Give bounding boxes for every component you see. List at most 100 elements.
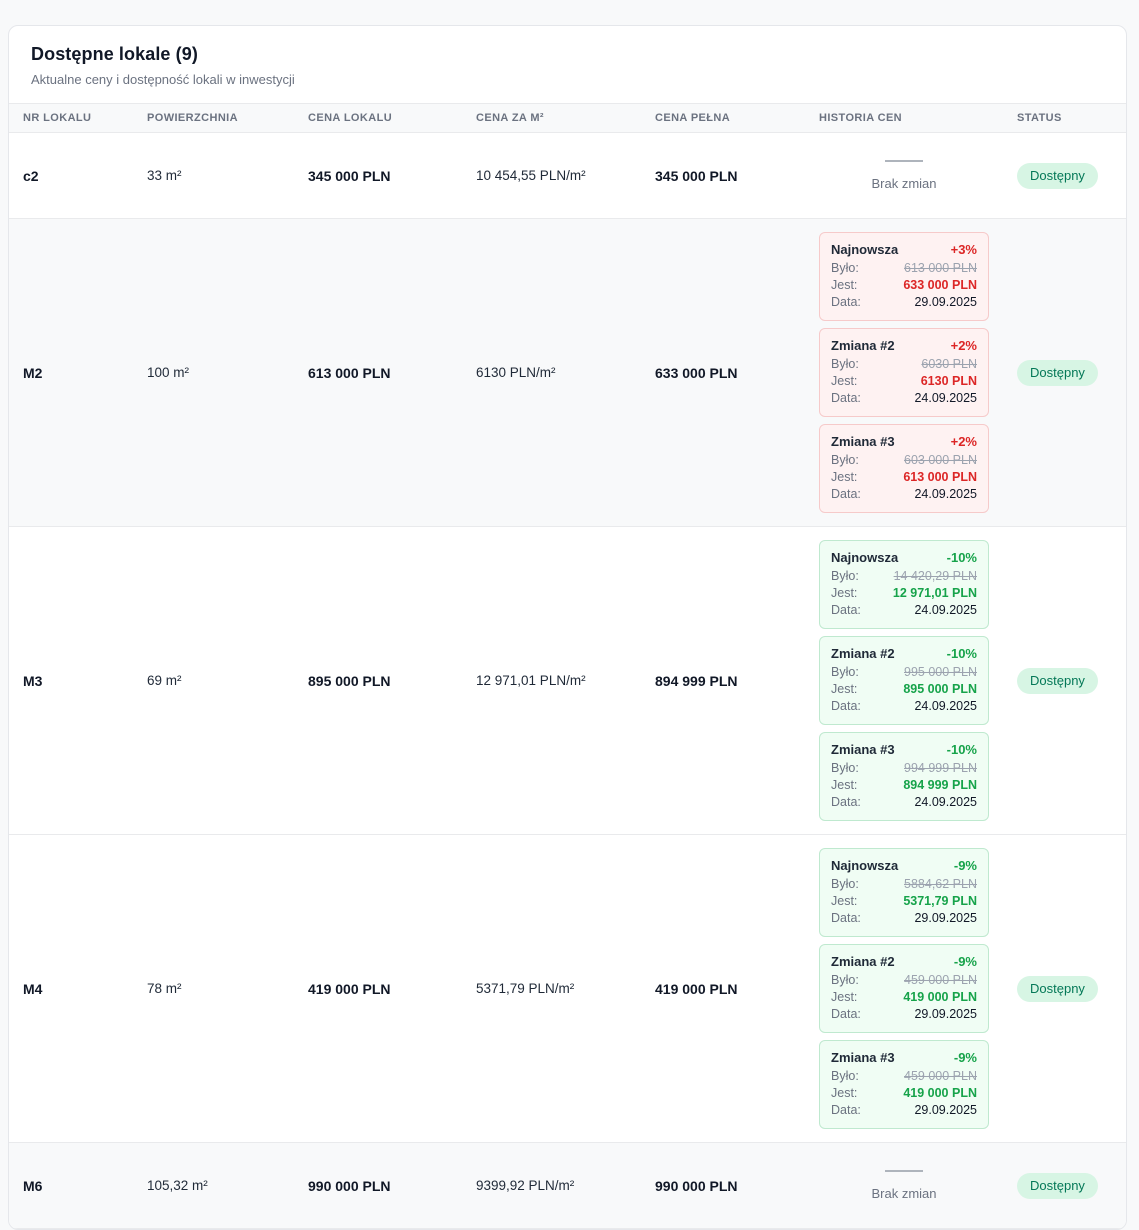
price-change-card: Zmiana #3 -9% Było: 459 000 PLN Jest: 41… xyxy=(819,1040,989,1129)
new-price-value: 419 000 PLN xyxy=(903,990,977,1004)
table-header: NR LOKALU POWIERZCHNIA CENA LOKALU CENA … xyxy=(9,103,1126,133)
new-price-value: 6130 PLN xyxy=(920,374,977,388)
price-change-card: Najnowsza +3% Było: 613 000 PLN Jest: 63… xyxy=(819,232,989,321)
column-header-cena-pelna: CENA PEŁNA xyxy=(641,103,805,133)
cell-area: 33 m² xyxy=(147,168,182,183)
is-label: Jest: xyxy=(831,586,858,600)
old-price-value: 459 000 PLN xyxy=(904,973,977,987)
date-label: Data: xyxy=(831,487,861,501)
no-change-label: Brak zmian xyxy=(871,1186,937,1201)
cell-area: 69 m² xyxy=(147,673,182,688)
was-label: Było: xyxy=(831,453,859,467)
price-change-card: Zmiana #2 -9% Było: 459 000 PLN Jest: 41… xyxy=(819,944,989,1033)
was-label: Było: xyxy=(831,761,859,775)
price-history-cell: Najnowsza +3% Było: 613 000 PLN Jest: 63… xyxy=(819,232,989,513)
was-label: Było: xyxy=(831,357,859,371)
column-header-cena-lokalu: CENA LOKALU xyxy=(294,103,462,133)
cell-unit-number: c2 xyxy=(23,167,39,184)
price-change-card: Zmiana #2 +2% Było: 6030 PLN Jest: 6130 … xyxy=(819,328,989,417)
date-label: Data: xyxy=(831,1103,861,1117)
was-label: Było: xyxy=(831,261,859,275)
old-price-value: 5884,62 PLN xyxy=(904,877,977,891)
price-change-card: Zmiana #2 -10% Było: 995 000 PLN Jest: 8… xyxy=(819,636,989,725)
cell-unit-price: 613 000 PLN xyxy=(308,364,391,381)
cell-full-price: 345 000 PLN xyxy=(655,167,738,184)
price-history-cell: Najnowsza -10% Było: 14 420,29 PLN Jest:… xyxy=(819,540,989,821)
change-date-value: 24.09.2025 xyxy=(914,795,977,809)
price-change-percent: -9% xyxy=(953,858,977,873)
was-label: Było: xyxy=(831,1069,859,1083)
price-change-percent: -10% xyxy=(946,550,977,565)
is-label: Jest: xyxy=(831,778,858,792)
cell-unit-price: 419 000 PLN xyxy=(308,980,391,997)
table-row: M4 78 m² 419 000 PLN 5371,79 PLN/m² 419 … xyxy=(9,834,1126,1143)
change-date-value: 24.09.2025 xyxy=(914,391,977,405)
price-change-label: Zmiana #2 xyxy=(831,338,895,353)
cell-full-price: 894 999 PLN xyxy=(655,672,738,689)
price-change-percent: +2% xyxy=(950,338,977,353)
old-price-value: 613 000 PLN xyxy=(904,261,977,275)
date-label: Data: xyxy=(831,795,861,809)
old-price-value: 14 420,29 PLN xyxy=(893,569,977,583)
is-label: Jest: xyxy=(831,470,858,484)
column-header-historia-cen: HISTORIA CEN xyxy=(805,103,1003,133)
new-price-value: 12 971,01 PLN xyxy=(892,586,977,600)
new-price-value: 633 000 PLN xyxy=(903,278,977,292)
no-change-dash-icon xyxy=(885,160,923,162)
was-label: Było: xyxy=(831,569,859,583)
status-badge: Dostępny xyxy=(1017,359,1098,386)
price-change-label: Zmiana #3 xyxy=(831,1050,895,1065)
cell-unit-price: 895 000 PLN xyxy=(308,672,391,689)
date-label: Data: xyxy=(831,911,861,925)
new-price-value: 5371,79 PLN xyxy=(903,894,977,908)
price-change-label: Zmiana #2 xyxy=(831,646,895,661)
change-date-value: 29.09.2025 xyxy=(914,295,977,309)
is-label: Jest: xyxy=(831,278,858,292)
no-change-dash-icon xyxy=(885,1170,923,1172)
price-change-percent: -10% xyxy=(946,742,977,757)
lokale-table: NR LOKALU POWIERZCHNIA CENA LOKALU CENA … xyxy=(9,103,1126,1229)
price-change-percent: -9% xyxy=(953,1050,977,1065)
column-header-cena-za-m2: CENA ZA M² xyxy=(462,103,641,133)
cell-price-per-m2: 10 454,55 PLN/m² xyxy=(476,168,586,183)
price-change-percent: +2% xyxy=(950,434,977,449)
price-history-cell: Najnowsza -9% Było: 5884,62 PLN Jest: 53… xyxy=(819,848,989,1129)
date-label: Data: xyxy=(831,603,861,617)
date-label: Data: xyxy=(831,391,861,405)
price-change-label: Najnowsza xyxy=(831,242,899,257)
change-date-value: 24.09.2025 xyxy=(914,603,977,617)
old-price-value: 995 000 PLN xyxy=(904,665,977,679)
page-title: Dostępne lokale (9) xyxy=(31,44,198,64)
new-price-value: 419 000 PLN xyxy=(903,1086,977,1100)
page-subtitle: Aktualne ceny i dostępność lokali w inwe… xyxy=(31,72,295,87)
price-change-card: Najnowsza -10% Było: 14 420,29 PLN Jest:… xyxy=(819,540,989,629)
cell-full-price: 419 000 PLN xyxy=(655,980,738,997)
column-header-status: STATUS xyxy=(1003,103,1126,133)
change-date-value: 29.09.2025 xyxy=(914,911,977,925)
old-price-value: 603 000 PLN xyxy=(904,453,977,467)
cell-area: 78 m² xyxy=(147,981,182,996)
cell-unit-number: M3 xyxy=(23,672,43,689)
cell-unit-number: M2 xyxy=(23,364,43,381)
price-change-label: Zmiana #3 xyxy=(831,434,895,449)
no-change-label: Brak zmian xyxy=(871,176,937,191)
was-label: Było: xyxy=(831,877,859,891)
cell-price-per-m2: 5371,79 PLN/m² xyxy=(476,981,575,996)
change-date-value: 24.09.2025 xyxy=(914,699,977,713)
cell-unit-price: 345 000 PLN xyxy=(308,167,391,184)
is-label: Jest: xyxy=(831,990,858,1004)
date-label: Data: xyxy=(831,1007,861,1021)
price-history-cell: Brak zmian xyxy=(819,146,989,205)
cell-full-price: 633 000 PLN xyxy=(655,364,738,381)
cell-price-per-m2: 6130 PLN/m² xyxy=(476,365,556,380)
old-price-value: 994 999 PLN xyxy=(904,761,977,775)
is-label: Jest: xyxy=(831,682,858,696)
new-price-value: 613 000 PLN xyxy=(903,470,977,484)
price-change-label: Najnowsza xyxy=(831,550,899,565)
change-date-value: 29.09.2025 xyxy=(914,1007,977,1021)
table-row: M3 69 m² 895 000 PLN 12 971,01 PLN/m² 89… xyxy=(9,526,1126,835)
is-label: Jest: xyxy=(831,894,858,908)
cell-price-per-m2: 12 971,01 PLN/m² xyxy=(476,673,586,688)
price-change-label: Zmiana #3 xyxy=(831,742,895,757)
is-label: Jest: xyxy=(831,1086,858,1100)
